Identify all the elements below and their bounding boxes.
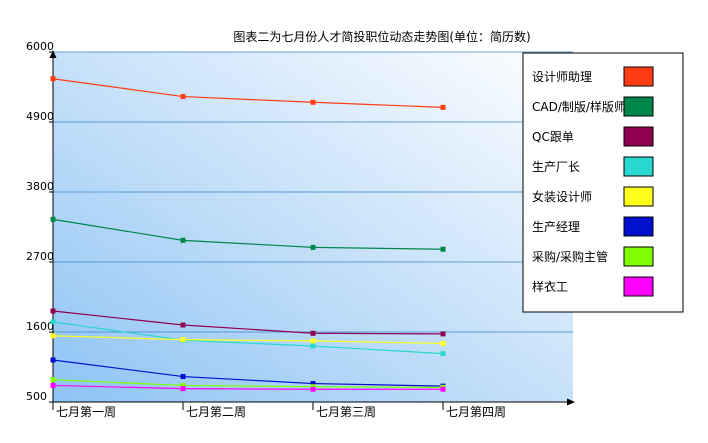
x-tick-label: 七月第四周 <box>446 405 506 419</box>
series-path <box>52 218 444 250</box>
gridlines <box>53 51 573 333</box>
data-point <box>50 216 56 222</box>
y-tick-label: 2700 <box>26 250 54 263</box>
data-point <box>310 244 316 250</box>
data-point <box>50 357 56 363</box>
legend-item: 采购/采购主管 <box>532 246 654 267</box>
legend-swatch <box>623 246 654 267</box>
data-point <box>310 99 316 105</box>
y-axis-ticks: 6000 4900 3800 2700 1600 500 <box>26 40 54 403</box>
x-tick-label: 七月第一周 <box>56 405 116 419</box>
data-point <box>180 322 186 328</box>
data-point <box>310 386 316 392</box>
data-point <box>440 386 446 392</box>
legend-swatch <box>623 216 654 237</box>
legend-item: QC跟单 <box>532 126 654 147</box>
legend-swatch <box>623 66 654 87</box>
legend-label: QC跟单 <box>532 130 574 144</box>
legend-swatch <box>623 276 654 297</box>
legend-label: 设计师助理 <box>532 70 592 84</box>
data-point <box>50 308 56 314</box>
series-line <box>50 216 446 252</box>
legend-item: 生产经理 <box>532 216 654 237</box>
legend-swatch <box>623 96 654 117</box>
data-point <box>50 319 56 325</box>
series-path <box>52 310 444 335</box>
data-point <box>440 104 446 110</box>
data-point <box>50 382 56 388</box>
data-point <box>440 246 446 252</box>
legend-items: 设计师助理 CAD/制版/样版师 QC跟单生产厂长女装设计师生产经理采购/采购主管样… <box>532 66 654 297</box>
x-tick-label: 七月第三周 <box>316 405 376 419</box>
legend-item: 生产厂长 <box>532 156 654 177</box>
data-point <box>180 386 186 392</box>
data-point <box>180 237 186 243</box>
data-point <box>180 94 186 100</box>
legend-label: 生产经理 <box>532 220 580 234</box>
legend-label: 女装设计师 <box>532 189 592 204</box>
data-point <box>440 331 446 337</box>
y-tick-label: 6000 <box>26 40 54 53</box>
series-path <box>52 335 444 345</box>
y-tick-label: 500 <box>26 390 47 403</box>
legend-label: 样衣工 <box>532 279 568 294</box>
data-point <box>310 338 316 344</box>
legend-item: CAD/制版/样版师 <box>532 96 654 117</box>
series-path <box>52 321 444 355</box>
data-point <box>50 377 56 383</box>
data-point <box>50 333 56 339</box>
data-point <box>180 382 186 388</box>
legend-swatch <box>623 186 654 207</box>
data-point <box>440 351 446 357</box>
legend-item: 设计师助理 <box>532 66 654 87</box>
legend-swatch <box>623 126 654 147</box>
x-tick-label: 七月第二周 <box>186 405 246 419</box>
series-path <box>52 384 443 390</box>
series-path <box>52 379 444 388</box>
x-axis-arrow <box>567 398 575 406</box>
chart-title: 图表二为七月份人才简投职位动态走势图(单位：简历数) <box>233 29 530 44</box>
series-line <box>50 76 446 110</box>
data-point <box>440 340 446 346</box>
legend-label: CAD/制版/样版师 <box>532 99 626 114</box>
x-axis-ticks: 七月第一周 七月第二周 七月第三周 七月第四周 <box>52 402 506 419</box>
data-point <box>50 76 56 82</box>
legend-label: 生产厂长 <box>532 160 580 174</box>
series-line <box>50 308 446 337</box>
series-line <box>50 333 446 346</box>
y-tick-label: 4900 <box>26 110 54 123</box>
y-tick-label: 3800 <box>26 180 54 193</box>
data-point <box>310 330 316 336</box>
series-path <box>52 359 444 387</box>
legend-label: 采购/采购主管 <box>532 249 608 264</box>
data-point <box>310 384 316 390</box>
legend-item: 女装设计师 <box>532 186 654 207</box>
series-line <box>50 382 446 392</box>
legend-item: 样衣工 <box>532 276 654 297</box>
data-point <box>180 374 186 380</box>
data-point <box>310 381 316 387</box>
legend <box>522 52 684 313</box>
data-point <box>180 337 186 343</box>
series-path <box>52 78 444 108</box>
series-lines <box>50 76 446 392</box>
y-axis-arrow <box>49 50 57 58</box>
y-tick-label: 1600 <box>26 320 54 333</box>
legend-swatch <box>623 156 654 177</box>
data-point <box>310 343 316 349</box>
